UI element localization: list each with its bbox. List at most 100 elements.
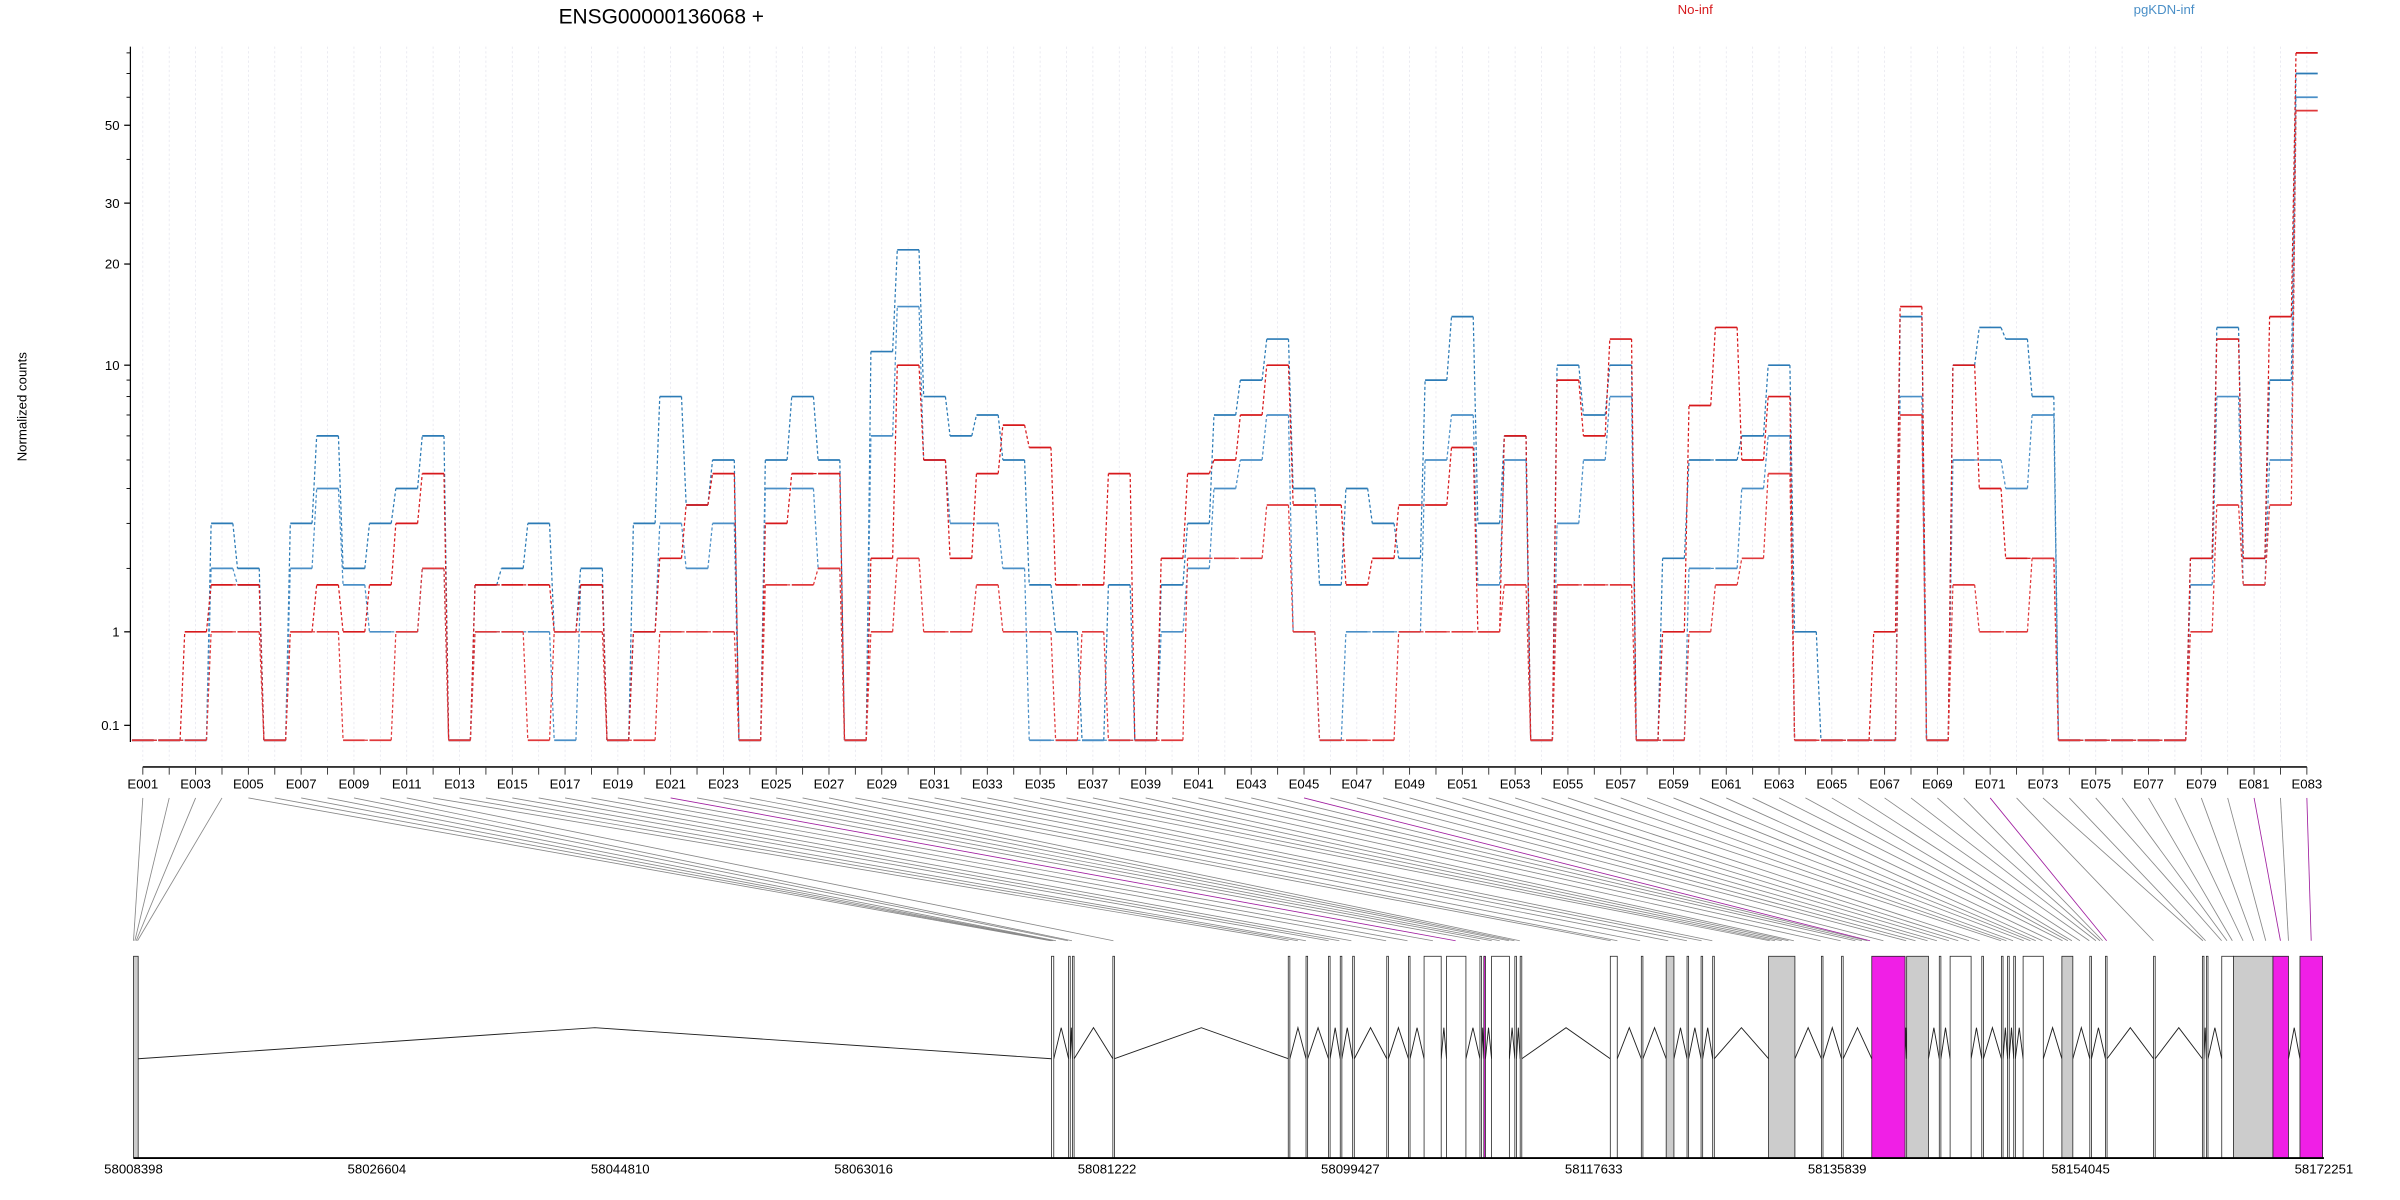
genomic-tick-label: 58099427 xyxy=(1321,1162,1380,1177)
exon-box-highlight xyxy=(2299,955,2323,1159)
exon-tick-label: E047 xyxy=(1341,777,1372,792)
exon-connector xyxy=(1541,797,1980,942)
exon-box xyxy=(1446,955,1467,1159)
exon-connector xyxy=(749,797,1500,942)
exon-connector xyxy=(1066,797,1776,942)
series-connector xyxy=(1894,414,1901,741)
series-connector xyxy=(1393,631,1400,741)
series-connector xyxy=(1894,306,1901,632)
exon-tick-label: E051 xyxy=(1447,777,1478,792)
exon-connector xyxy=(1224,797,1856,942)
series-connector xyxy=(892,249,898,352)
exon-tick-label: E071 xyxy=(1975,777,2006,792)
series-connector xyxy=(680,504,687,559)
series-connector xyxy=(1525,435,1532,741)
exon-connector-highlight xyxy=(2253,797,2281,941)
series-connector xyxy=(337,584,344,632)
series-connector xyxy=(1393,504,1400,559)
y-tick-label: 10 xyxy=(105,358,120,373)
series-connector xyxy=(390,631,397,741)
series-connector xyxy=(337,435,344,569)
series-connector xyxy=(1419,459,1426,632)
series-connector xyxy=(232,523,239,569)
series-connector xyxy=(944,396,951,436)
series-connector xyxy=(812,396,819,461)
series-connector xyxy=(680,396,687,506)
series-connector xyxy=(1235,414,1241,461)
exon-box xyxy=(1305,955,1309,1159)
exon-connector xyxy=(1040,797,1770,942)
series-connector xyxy=(1287,365,1294,506)
exon-tick-label: E057 xyxy=(1605,777,1636,792)
exon-connector xyxy=(248,797,1051,942)
series-connector xyxy=(285,568,291,741)
series-connector xyxy=(2000,327,2007,340)
exon-box xyxy=(2013,955,2016,1159)
intron-line xyxy=(1970,1027,1983,1059)
genomic-tick-label: 58081222 xyxy=(1078,1162,1137,1177)
series-connector xyxy=(2264,459,2271,585)
series-connector xyxy=(1367,558,1373,585)
series-connector xyxy=(390,523,397,585)
series-connector xyxy=(258,631,265,741)
series-connector xyxy=(364,523,371,569)
exon-box xyxy=(2221,955,2234,1159)
exon-tick-label: E063 xyxy=(1764,777,1795,792)
series-connector xyxy=(1472,447,1479,632)
series-connector xyxy=(1208,414,1215,524)
series-connector xyxy=(2237,504,2244,585)
exon-tick-label: E035 xyxy=(1025,777,1056,792)
exon-tick-label: E015 xyxy=(497,777,528,792)
series-connector xyxy=(997,414,1004,461)
series-connector xyxy=(443,473,450,741)
series-connector xyxy=(548,584,555,632)
exon-tick-label: E061 xyxy=(1711,777,1742,792)
exon-box xyxy=(133,955,139,1159)
series-connector xyxy=(1683,568,1690,741)
series-connector xyxy=(1762,365,1769,436)
series-connector xyxy=(2026,414,2033,489)
exon-connector xyxy=(327,797,1056,942)
exon-box xyxy=(1479,955,1482,1159)
series-connector xyxy=(1208,459,1215,474)
series-connector xyxy=(944,459,951,524)
exon-connector xyxy=(934,797,1669,942)
exon-tick-label: E043 xyxy=(1236,777,1267,792)
gene-model xyxy=(133,955,2323,1159)
exon-connector xyxy=(1699,797,2036,942)
series-connector xyxy=(548,631,555,741)
intron-line xyxy=(2154,1026,2203,1060)
exon-connector xyxy=(1515,797,1970,942)
exon-tick-label: E069 xyxy=(1922,777,1953,792)
series-connector xyxy=(443,568,450,741)
intron-line xyxy=(1073,1026,1114,1059)
exon-connector xyxy=(2227,797,2267,941)
series-connector xyxy=(1050,584,1057,632)
series-connector xyxy=(1023,459,1030,585)
exon-box xyxy=(2089,955,2092,1159)
exon-connector xyxy=(802,797,1515,942)
exon-connector xyxy=(828,797,1520,942)
intron-line xyxy=(1616,1026,1642,1059)
y-axis: 0.1 1 10 20 30 50 xyxy=(101,46,132,743)
chart-title: ENSG00000136068 + xyxy=(559,5,764,28)
intron-line xyxy=(1307,1026,1329,1059)
series-connector xyxy=(1129,584,1136,741)
series-connector xyxy=(628,523,634,741)
series-connector xyxy=(628,631,634,741)
series-connector xyxy=(1235,459,1241,489)
series-connector xyxy=(628,631,634,741)
intron-line xyxy=(1702,1027,1714,1059)
exon-box xyxy=(1712,955,1715,1159)
exon-tick-label: E027 xyxy=(814,777,845,792)
genomic-tick-label: 58135839 xyxy=(1808,1162,1867,1177)
exon-box-highlight xyxy=(1483,955,1486,1159)
series-connector xyxy=(1498,435,1505,632)
series-connector xyxy=(548,523,555,632)
exon-connector xyxy=(1251,797,1863,942)
intron-line xyxy=(1940,1027,1951,1059)
exon-connector xyxy=(274,797,1052,942)
series-connector xyxy=(1947,365,1954,741)
exon-box xyxy=(2001,955,2004,1159)
exon-tick-label: E059 xyxy=(1658,777,1689,792)
